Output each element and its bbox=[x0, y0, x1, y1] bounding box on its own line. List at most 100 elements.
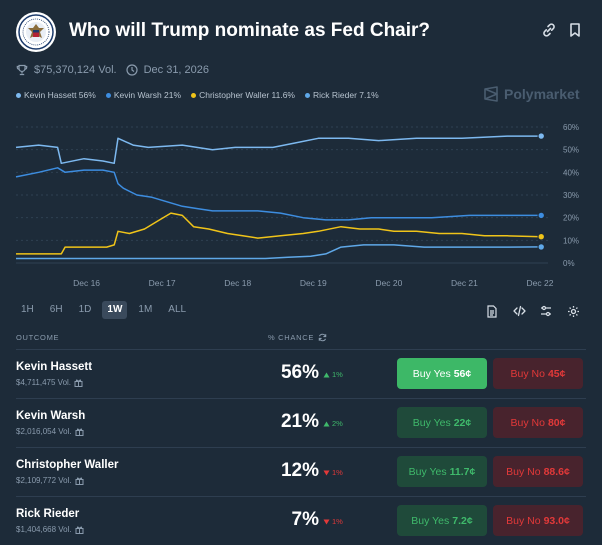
trend-down-icon bbox=[323, 519, 330, 524]
buy-no-price: 93.0¢ bbox=[543, 514, 570, 527]
legend-label: Rick Rieder 7.1% bbox=[312, 90, 379, 100]
series-end-point bbox=[537, 211, 545, 220]
outcome-name: Kevin Hassett bbox=[16, 361, 93, 373]
clock-icon bbox=[125, 64, 138, 76]
brand-name: Polymarket bbox=[504, 86, 580, 102]
range-1h[interactable]: 1H bbox=[21, 304, 34, 315]
series-line-christopher-waller bbox=[16, 212, 542, 255]
buy-no-price: 88.6¢ bbox=[543, 465, 570, 478]
outcome-chance: 56% bbox=[280, 362, 319, 383]
buy-yes-label: Buy Yes bbox=[412, 416, 451, 429]
polymarket-logo-icon bbox=[484, 86, 498, 102]
legend-label: Kevin Hassett 56% bbox=[24, 90, 96, 100]
series-end-point bbox=[537, 243, 545, 251]
outcome-change-value: 1% bbox=[332, 370, 343, 379]
x-tick-label: Dec 17 bbox=[149, 278, 176, 288]
outcome-volume-value: $1,404,668 Vol. bbox=[16, 525, 72, 534]
outcome-volume-value: $2,016,054 Vol. bbox=[16, 427, 72, 436]
table-divider bbox=[16, 349, 586, 350]
y-tick-label: 50% bbox=[563, 146, 579, 155]
legend-item: Kevin Hassett 56% bbox=[16, 90, 96, 100]
x-tick-label: Dec 22 bbox=[527, 278, 554, 288]
buy-no-button[interactable]: Buy No 45¢ bbox=[493, 358, 583, 389]
code-embed-icon[interactable] bbox=[512, 304, 526, 318]
link-icon[interactable] bbox=[541, 22, 559, 40]
gift-icon bbox=[75, 477, 84, 485]
x-tick-label: Dec 18 bbox=[224, 278, 251, 288]
fed-seal-logo bbox=[16, 12, 56, 52]
outcome-change: 1% bbox=[323, 517, 343, 526]
buy-no-price: 45¢ bbox=[547, 367, 566, 380]
buy-yes-label: Buy Yes bbox=[411, 514, 450, 527]
range-1d[interactable]: 1D bbox=[78, 304, 92, 315]
outcome-change: 2% bbox=[323, 419, 343, 428]
sliders-icon[interactable] bbox=[539, 304, 553, 318]
refresh-icon[interactable] bbox=[318, 333, 327, 342]
polymarket-watermark: Polymarket bbox=[483, 86, 579, 102]
outcome-change: 1% bbox=[323, 370, 343, 379]
y-tick-label: 20% bbox=[563, 214, 579, 223]
settings-gear-icon[interactable] bbox=[566, 304, 580, 318]
range-1m[interactable]: 1M bbox=[138, 304, 153, 315]
x-tick-label: Dec 16 bbox=[73, 278, 100, 288]
document-icon[interactable] bbox=[485, 304, 499, 318]
chart-tools bbox=[472, 304, 580, 318]
trend-down-icon bbox=[323, 470, 330, 475]
outcome-volume-value: $2,109,772 Vol. bbox=[16, 476, 72, 485]
market-volume: $75,370,124 Vol. bbox=[34, 64, 117, 76]
buy-no-button[interactable]: Buy No 88.6¢ bbox=[493, 456, 583, 487]
x-tick-label: Dec 19 bbox=[300, 278, 327, 288]
buy-no-label: Buy No bbox=[506, 514, 541, 527]
buy-yes-button[interactable]: Buy Yes 56¢ bbox=[397, 358, 487, 389]
outcome-volume: $4,711,475 Vol. bbox=[16, 378, 83, 387]
outcome-row[interactable]: Rick Rieder $1,404,668 Vol. 7% 1% Buy Yes 7.2… bbox=[16, 497, 586, 545]
series-end-point bbox=[537, 233, 545, 241]
series-line-rick-rieder bbox=[16, 244, 542, 260]
buy-yes-button[interactable]: Buy Yes 22¢ bbox=[397, 407, 487, 438]
outcome-change-value: 1% bbox=[332, 468, 343, 477]
outcome-volume-value: $4,711,475 Vol. bbox=[16, 378, 72, 387]
gift-icon bbox=[75, 526, 84, 534]
outcome-chance: 12% bbox=[280, 460, 319, 481]
x-tick-label: Dec 20 bbox=[375, 278, 402, 288]
buy-yes-label: Buy Yes bbox=[408, 465, 447, 478]
range-6h[interactable]: 6H bbox=[49, 304, 63, 315]
outcome-chance: 7% bbox=[291, 509, 319, 530]
gift-icon bbox=[75, 428, 84, 436]
time-range-selector: 1H 6H 1D 1W 1M ALL bbox=[16, 301, 197, 319]
legend-label: Christopher Waller 11.6% bbox=[199, 90, 295, 100]
price-history-chart[interactable]: 60% 50% 40% 30% 20% 10% 0% Dec 16 Dec 17 Dec 18 De… bbox=[0, 110, 602, 295]
outcome-row[interactable]: Kevin Hassett $4,711,475 Vol. 56% 1% Buy Yes… bbox=[16, 350, 586, 398]
outcome-row[interactable]: Kevin Warsh $2,016,054 Vol. 21% 2% Buy Yes 22… bbox=[16, 399, 586, 447]
chance-column-label: % CHANCE bbox=[268, 333, 315, 342]
market-title: Who will Trump nominate as Fed Chair? bbox=[69, 20, 431, 41]
outcome-row[interactable]: Christopher Waller $2,109,772 Vol. 12% 1% Bu… bbox=[16, 448, 586, 496]
outcome-name: Rick Rieder bbox=[16, 508, 80, 520]
range-1w[interactable]: 1W bbox=[102, 301, 128, 319]
trend-up-icon bbox=[323, 421, 330, 426]
row-divider bbox=[16, 447, 586, 448]
range-all[interactable]: ALL bbox=[168, 304, 187, 315]
buy-no-button[interactable]: Buy No 80¢ bbox=[493, 407, 583, 438]
row-divider bbox=[16, 398, 586, 399]
buy-no-price: 80¢ bbox=[547, 416, 566, 429]
buy-yes-price: 7.2¢ bbox=[452, 514, 473, 527]
outcome-change-value: 2% bbox=[332, 419, 343, 428]
outcome-volume: $2,109,772 Vol. bbox=[16, 476, 84, 485]
market-header: Who will Trump nominate as Fed Chair? bbox=[16, 12, 586, 52]
buy-yes-button[interactable]: Buy Yes 11.7¢ bbox=[397, 456, 487, 487]
buy-no-label: Buy No bbox=[510, 367, 545, 380]
buy-yes-button[interactable]: Buy Yes 7.2¢ bbox=[397, 505, 487, 536]
outcome-change-value: 1% bbox=[332, 517, 343, 526]
bookmark-icon[interactable] bbox=[567, 22, 585, 40]
legend-dot bbox=[105, 92, 111, 98]
x-tick-label: Dec 21 bbox=[451, 278, 478, 288]
y-tick-label: 30% bbox=[563, 191, 579, 200]
buy-yes-price: 11.7¢ bbox=[449, 465, 476, 478]
buy-yes-label: Buy Yes bbox=[412, 367, 451, 380]
row-divider bbox=[16, 496, 586, 497]
legend-item: Kevin Warsh 21% bbox=[105, 90, 181, 100]
buy-no-label: Buy No bbox=[510, 416, 545, 429]
buy-no-button[interactable]: Buy No 93.0¢ bbox=[493, 505, 583, 536]
outcome-volume: $1,404,668 Vol. bbox=[16, 525, 84, 534]
